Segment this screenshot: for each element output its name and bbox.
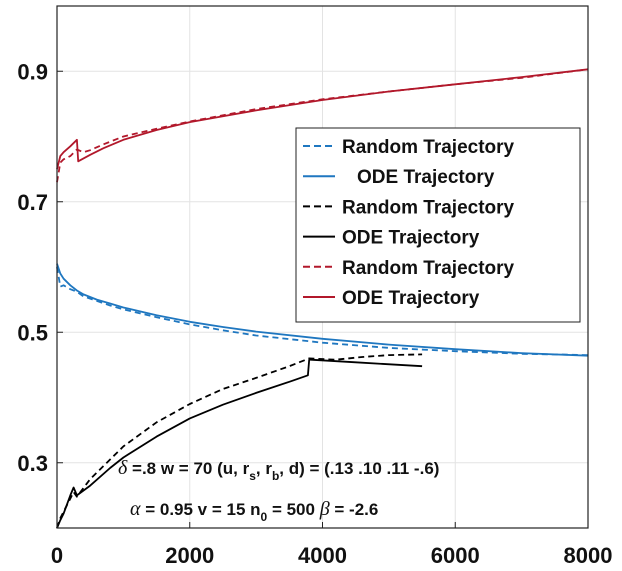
series-line-3 xyxy=(56,353,423,529)
legend-label: Random Trajectory xyxy=(342,197,515,218)
x-tick-label: 8000 xyxy=(564,543,613,568)
series-line-1 xyxy=(56,266,589,356)
annotation-line-2: α = 0.95 v = 15 n0 = 500 β = -2.6 xyxy=(130,498,378,524)
series-layer xyxy=(56,68,589,529)
legend-label: Random Trajectory xyxy=(342,258,515,279)
x-tick-label: 2000 xyxy=(165,543,214,568)
x-tick-label: 4000 xyxy=(298,543,347,568)
legend-label: ODE Trajectory xyxy=(342,228,480,249)
y-tick-label: 0.7 xyxy=(17,190,48,215)
x-tick-label: 0 xyxy=(51,543,63,568)
y-tick-label: 0.3 xyxy=(17,451,48,476)
x-tick-label: 6000 xyxy=(431,543,480,568)
legend-label: ODE Trajectory xyxy=(357,167,495,188)
series-line-2 xyxy=(56,263,589,357)
legend-label: ODE Trajectory xyxy=(342,288,480,309)
series-line-4 xyxy=(56,358,423,529)
legend-label: Random Trajectory xyxy=(342,137,515,158)
y-tick-label: 0.9 xyxy=(17,59,48,84)
y-tick-label: 0.5 xyxy=(17,320,48,345)
legend: Random Trajectory ODE Trajectory Random Tr… xyxy=(295,127,581,323)
ticks xyxy=(56,70,589,528)
annotation-line-1: δ =.8 w = 70 (u, rs, rb, d) = (.13 .10 .… xyxy=(118,457,439,483)
tick-labels: 0 2000 4000 6000 8000 0.3 0.5 0.7 0.9 xyxy=(17,59,612,568)
series-line-6 xyxy=(56,68,589,170)
legend-box xyxy=(295,127,581,323)
